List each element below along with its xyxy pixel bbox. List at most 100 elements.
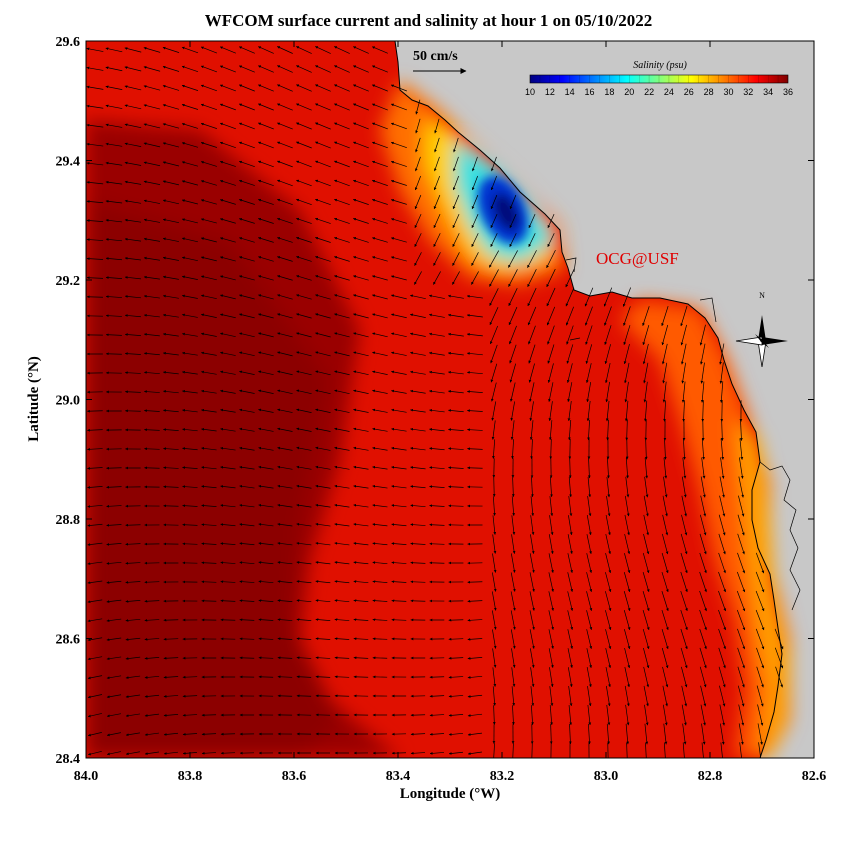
y-axis-ticks: 29.6 29.4 29.2 29.0 28.8 28.6 28.4 <box>56 35 814 767</box>
current-vector <box>353 351 369 357</box>
current-vector <box>143 256 161 261</box>
current-vector <box>353 65 369 73</box>
current-vector <box>586 667 592 688</box>
current-vector <box>105 295 122 299</box>
current-vector <box>181 84 199 91</box>
current-vector <box>720 419 724 441</box>
current-vector <box>258 46 274 54</box>
current-vector <box>682 723 687 745</box>
current-vector <box>643 362 649 384</box>
current-vector <box>277 275 293 281</box>
current-vector <box>201 751 217 755</box>
current-vector <box>429 428 445 432</box>
current-vector <box>258 599 274 603</box>
current-vector <box>490 175 498 191</box>
current-vector <box>163 751 179 755</box>
current-vector <box>162 351 179 356</box>
current-vector <box>87 675 103 680</box>
current-vector <box>181 142 199 148</box>
current-vector <box>220 599 236 603</box>
current-vector <box>605 685 611 707</box>
current-vector <box>452 175 460 191</box>
current-vector <box>663 457 668 479</box>
current-vector <box>201 313 217 318</box>
current-vector <box>200 199 217 205</box>
current-vector <box>124 371 141 375</box>
current-vector <box>296 103 312 111</box>
current-vector <box>182 732 198 736</box>
current-vector <box>755 571 765 593</box>
current-vector <box>490 233 498 247</box>
current-vector <box>372 275 388 281</box>
current-vector <box>680 647 688 669</box>
current-vector <box>737 628 746 650</box>
current-vector <box>434 156 440 172</box>
current-vector <box>87 618 103 623</box>
current-vector <box>452 214 460 229</box>
current-vector <box>588 723 591 745</box>
current-vector <box>682 742 685 758</box>
current-vector <box>585 344 593 364</box>
current-vector <box>527 269 537 288</box>
current-vector <box>642 628 650 650</box>
current-vector <box>106 637 122 642</box>
current-vector <box>182 485 198 489</box>
current-vector <box>549 724 553 745</box>
current-vector <box>719 704 726 726</box>
current-vector <box>105 218 123 223</box>
current-vector <box>162 313 179 318</box>
current-vector <box>448 656 464 660</box>
current-vector <box>143 237 161 242</box>
current-vector <box>296 580 312 584</box>
current-vector <box>661 609 669 631</box>
current-vector <box>124 352 141 356</box>
current-vector <box>529 420 534 441</box>
current-vector <box>547 363 554 383</box>
current-vector <box>238 84 255 92</box>
current-vector <box>530 667 535 687</box>
north-arrow: N <box>735 291 788 368</box>
current-vector <box>201 485 217 489</box>
current-vector <box>372 465 388 470</box>
current-vector <box>277 580 293 584</box>
current-vector <box>428 332 445 337</box>
current-vector <box>258 370 274 376</box>
current-vector <box>624 666 630 688</box>
current-vector <box>334 484 350 489</box>
current-vector <box>277 561 293 565</box>
current-vector <box>452 233 460 247</box>
current-vector <box>163 370 179 375</box>
current-vector <box>643 647 650 669</box>
x-axis-ticks: 84.0 83.8 83.6 83.4 83.2 83.0 82.8 82.6 <box>74 41 826 784</box>
current-vector <box>86 238 104 242</box>
current-vector <box>106 504 122 508</box>
current-vector <box>433 194 441 210</box>
current-vector <box>315 103 331 111</box>
current-vector <box>586 534 592 555</box>
current-vector <box>296 198 312 206</box>
current-vector <box>296 675 312 679</box>
current-vector <box>296 561 312 565</box>
y-axis-label: Latitude (°N) <box>26 356 42 442</box>
current-vector <box>391 751 407 755</box>
current-vector <box>86 219 104 223</box>
current-vector <box>144 409 160 413</box>
current-vector <box>144 713 160 717</box>
current-vector <box>334 465 350 470</box>
current-vector <box>353 122 369 130</box>
current-vector <box>258 656 274 660</box>
current-vector <box>410 408 426 413</box>
current-vector <box>530 705 534 726</box>
current-vector <box>467 428 483 432</box>
current-vector <box>492 496 496 516</box>
current-vector <box>624 685 630 707</box>
current-vector <box>86 85 104 90</box>
current-vector <box>625 476 630 498</box>
current-vector <box>529 401 534 421</box>
current-vector <box>87 447 103 451</box>
current-vector <box>774 647 784 669</box>
current-vector <box>239 198 255 205</box>
current-vector <box>508 288 518 307</box>
current-vector <box>565 287 575 307</box>
current-vector <box>220 485 236 489</box>
